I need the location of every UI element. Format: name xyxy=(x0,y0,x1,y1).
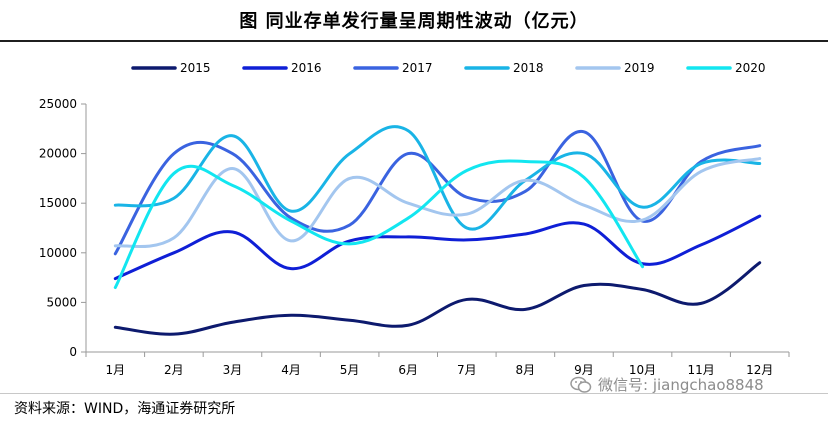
x-tick-label: 2月 xyxy=(164,363,184,377)
series-line-2019 xyxy=(113,157,762,249)
x-tick-label: 5月 xyxy=(340,363,360,377)
legend-label-2019: 2019 xyxy=(624,61,655,75)
title-bar xyxy=(0,0,828,42)
watermark: 微信号: jiangchao8848 xyxy=(570,374,764,395)
x-tick-label: 10月 xyxy=(629,363,656,377)
legend-label-2020: 2020 xyxy=(735,61,766,75)
series-line-2016 xyxy=(113,214,762,281)
chart-title: 图 同业存单发行量呈周期性波动（亿元） xyxy=(239,11,589,32)
x-tick-label: 6月 xyxy=(398,363,418,377)
line-chart: 2015 2016 2017 2018 2019 2020 0 5000 10000 15000… xyxy=(39,61,790,377)
series-lines xyxy=(113,125,762,336)
x-tick-label: 11月 xyxy=(687,363,714,377)
y-tick-label: 20000 xyxy=(39,147,77,161)
y-tick-label: 10000 xyxy=(39,246,77,260)
y-tick-label: 15000 xyxy=(39,196,77,210)
y-tick-label: 25000 xyxy=(39,97,77,111)
legend-label-2015: 2015 xyxy=(180,61,211,75)
legend-label-2016: 2016 xyxy=(291,61,322,75)
legend-label-2018: 2018 xyxy=(513,61,544,75)
x-tick-label: 9月 xyxy=(574,363,594,377)
x-tick-label: 3月 xyxy=(223,363,243,377)
x-tick-label: 12月 xyxy=(746,363,773,377)
series-line-2018 xyxy=(113,125,762,231)
source-note: 资料来源：WIND，海通证券研究所 xyxy=(14,401,236,417)
watermark-text: 微信号: jiangchao8848 xyxy=(598,376,764,394)
x-tick-label: 7月 xyxy=(457,363,477,377)
x-tick-label: 8月 xyxy=(516,363,536,377)
y-tick-label: 5000 xyxy=(46,295,77,309)
series-line-2015 xyxy=(113,261,762,336)
footer-divider xyxy=(0,393,828,394)
x-tick-label: 4月 xyxy=(281,363,301,377)
axes: 0 5000 10000 15000 20000 25000 1月 2月 3月 4月 5月 6月 7月 8… xyxy=(39,97,790,377)
y-tick-label: 0 xyxy=(69,345,77,359)
legend: 2015 2016 2017 2018 2019 2020 xyxy=(131,61,766,75)
series-line-2020 xyxy=(113,159,645,290)
x-tick-label: 1月 xyxy=(105,363,125,377)
legend-label-2017: 2017 xyxy=(402,61,433,75)
wechat-icon xyxy=(570,376,592,393)
